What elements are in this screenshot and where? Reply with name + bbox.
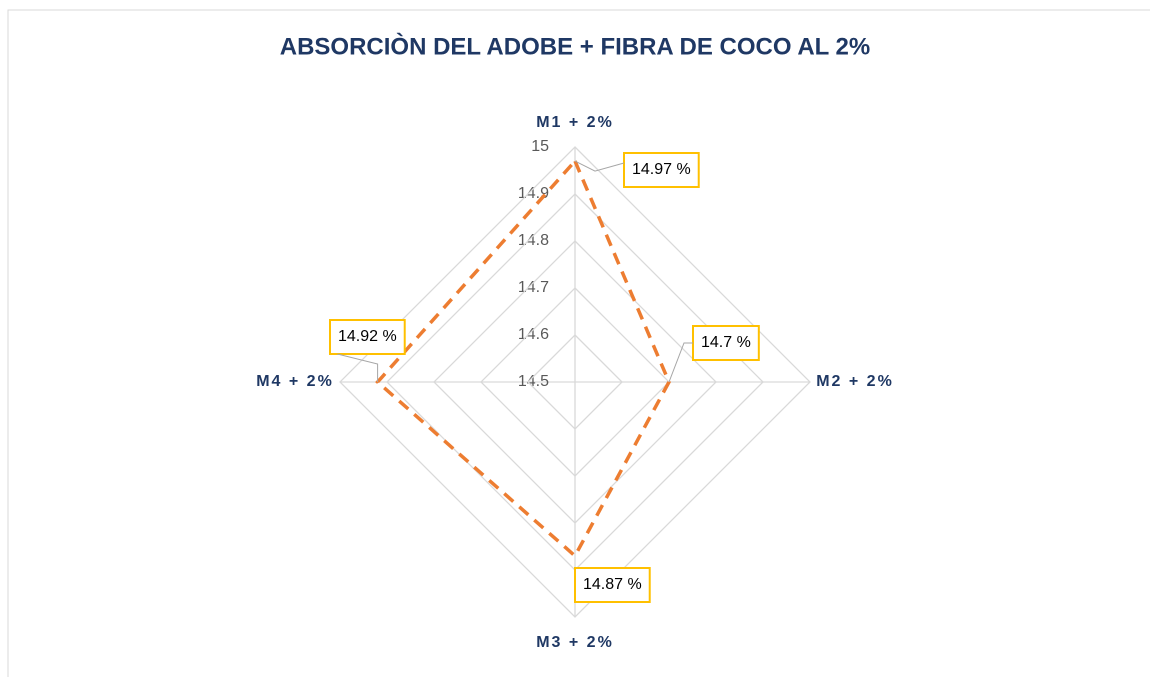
data-label-box [329, 319, 406, 355]
category-label: M2 + 2% [816, 373, 894, 390]
y-tick-label: 14.6 [518, 326, 549, 343]
data-label-text: 14.97 % [632, 161, 691, 178]
category-label: M3 + 2% [536, 634, 614, 651]
y-tick-label: 14.5 [518, 373, 549, 390]
data-label-box [692, 325, 760, 361]
y-tick-label: 14.8 [518, 232, 549, 249]
data-label: 14.92 % [329, 319, 406, 382]
chart-title: ABSORCIÒN DEL ADOBE + FIBRA DE COCO AL 2… [280, 32, 871, 60]
chart-border [7, 9, 1150, 677]
data-label-text: 14.87 % [583, 576, 642, 593]
grid-line [433, 240, 717, 524]
y-tick-label: 15 [531, 138, 549, 155]
category-label: M4 + 2% [256, 373, 334, 390]
data-label-box [623, 152, 700, 188]
leader-line [337, 353, 379, 382]
data-label: 14.97 % [574, 152, 700, 188]
leader-line [574, 160, 625, 172]
data-label: 14.7 % [668, 325, 760, 383]
leader-line [668, 342, 693, 383]
grid-line [480, 287, 670, 477]
category-label: M1 + 2% [536, 114, 614, 131]
data-label-box [574, 567, 651, 603]
series-line [375, 157, 671, 559]
grid-line [339, 146, 811, 618]
data-label-text: 14.92 % [338, 328, 397, 345]
data-label-text: 14.7 % [701, 334, 751, 351]
y-tick-label: 14.7 [518, 279, 549, 296]
data-label: 14.87 % [574, 567, 651, 603]
grid-line [527, 334, 623, 430]
